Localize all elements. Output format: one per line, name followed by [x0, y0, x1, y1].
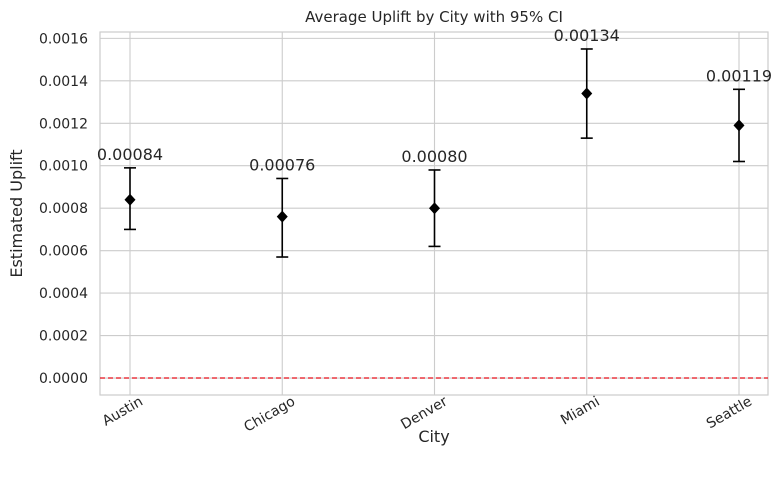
data-point-marker — [125, 194, 136, 206]
data-point-marker — [581, 88, 592, 100]
x-tick-label: Chicago — [241, 394, 298, 436]
y-tick-label: 0.0010 — [39, 159, 88, 175]
x-tick-label: Miami — [558, 394, 602, 429]
x-tick-label: Austin — [100, 394, 146, 430]
y-axis-label: Estimated Uplift — [7, 149, 26, 277]
data-point-marker — [734, 119, 745, 131]
data-value-label: 0.00076 — [249, 155, 315, 174]
y-tick-label: 0.0012 — [39, 116, 88, 132]
data-value-label: 0.00134 — [554, 26, 620, 45]
y-tick-label: 0.0008 — [39, 201, 88, 217]
y-tick-label: 0.0006 — [39, 244, 88, 260]
chart-title: Average Uplift by City with 95% CI — [305, 8, 563, 26]
y-tick-label: 0.0004 — [39, 286, 88, 302]
data-value-label: 0.00084 — [97, 145, 163, 164]
data-value-label: 0.00080 — [401, 147, 467, 166]
data-value-label: 0.00119 — [706, 66, 772, 85]
x-tick-label: Seattle — [704, 394, 755, 433]
y-tick-label: 0.0000 — [39, 371, 88, 387]
data-point-marker — [429, 202, 440, 214]
y-tick-label: 0.0002 — [39, 329, 88, 345]
y-tick-label: 0.0014 — [39, 74, 88, 90]
y-tick-label: 0.0016 — [39, 31, 88, 47]
data-point-marker — [277, 211, 288, 223]
x-axis-label: City — [418, 427, 449, 446]
y-axis-ticks: 0.0000 0.0002 0.0004 0.0006 0.0008 0.0010 0.00… — [39, 31, 88, 387]
